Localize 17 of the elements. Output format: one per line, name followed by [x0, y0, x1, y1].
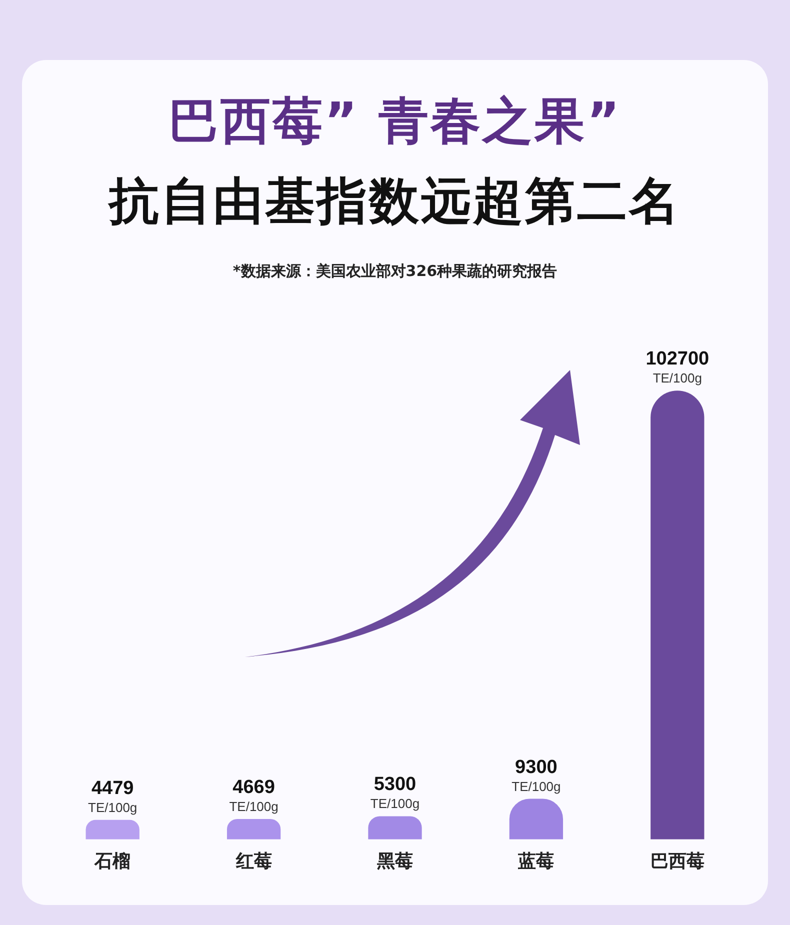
- x-tick-label: 红莓: [234, 850, 272, 872]
- bar: [226, 818, 281, 840]
- data-label: 9300 TE/100g: [512, 756, 561, 794]
- x-tick-label: 巴西莓: [650, 850, 704, 872]
- data-label: 4669 TE/100g: [229, 776, 278, 814]
- chart-title: 巴西莓” 青春之果”: [167, 91, 623, 152]
- x-tick-label: 蓝莓: [517, 850, 554, 872]
- text: *数据来源：美国农业部对326种果蔬的研究报告: [232, 262, 558, 281]
- x-tick-label: 石榴: [94, 850, 131, 872]
- data-label: 102700 TE/100g: [646, 348, 710, 386]
- x-tick-label: 黑莓: [376, 850, 413, 872]
- bar: [650, 390, 704, 840]
- data-label: 5300 TE/100g: [370, 774, 420, 812]
- data-label: 4479 TE/100g: [88, 778, 138, 815]
- chart-subtitle: 抗自由基指数远超第二名: [106, 171, 682, 232]
- bar: [368, 816, 422, 840]
- bar: [86, 820, 140, 840]
